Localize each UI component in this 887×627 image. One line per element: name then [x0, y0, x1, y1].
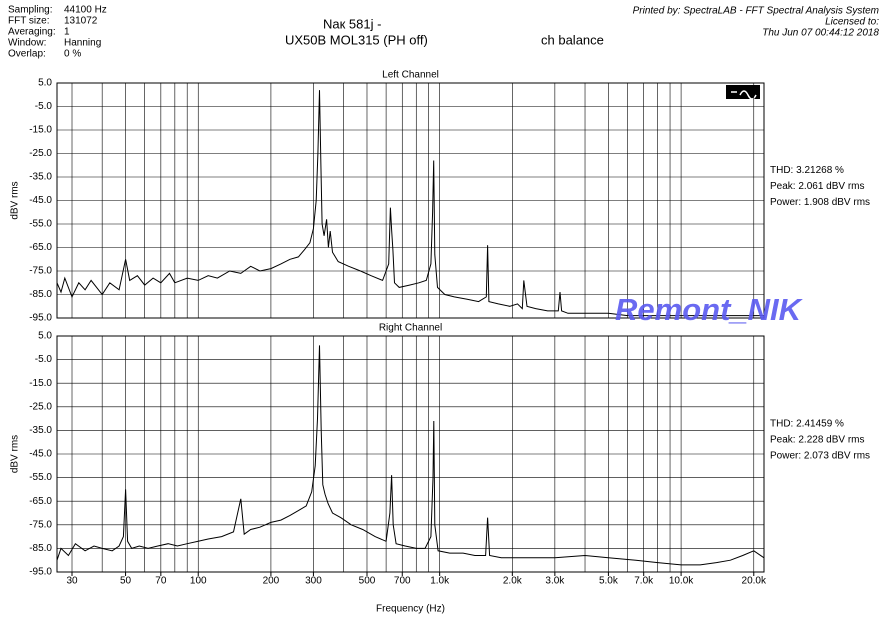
y-tick-label: -85.0: [29, 543, 52, 554]
info-label: Sampling:: [8, 5, 52, 16]
y-tick-label: -75.0: [29, 266, 52, 277]
info-label: Window:: [8, 38, 46, 49]
date: Thu Jun 07 00:44:12 2018: [762, 28, 879, 39]
x-tick-label: 30: [66, 576, 78, 587]
x-tick-label: 500: [359, 576, 376, 587]
y-axis-label: dBV rms: [10, 435, 21, 473]
stat-text: Power: 1.908 dBV rms: [770, 197, 870, 208]
spectrum-line: [56, 90, 764, 317]
x-tick-label: 3.0k: [545, 576, 565, 587]
x-tick-label: 20.0k: [742, 576, 767, 587]
y-tick-label: -85.0: [29, 289, 52, 300]
spectrum-line: [56, 345, 765, 566]
y-tick-label: -25.0: [29, 148, 52, 159]
stat-text: Peak: 2.228 dBV rms: [770, 435, 865, 446]
x-tick-label: 2.0k: [503, 576, 523, 587]
info-value: Hanning: [64, 38, 101, 49]
title-line: Nак 581j -: [323, 16, 381, 31]
info-label: FFT size:: [8, 16, 49, 27]
info-value: 131072: [64, 16, 98, 27]
x-tick-label: 200: [263, 576, 280, 587]
title-line: ch balance: [541, 32, 604, 47]
y-tick-label: -75.0: [29, 519, 52, 530]
x-tick-label: 70: [155, 576, 167, 587]
stat-text: Peak: 2.061 dBV rms: [770, 181, 865, 192]
y-tick-label: -5.0: [35, 354, 53, 365]
plot-frame: [56, 335, 765, 573]
y-tick-label: -55.0: [29, 219, 52, 230]
chart-title: Right Channel: [379, 323, 442, 334]
x-tick-label: 100: [190, 576, 207, 587]
x-tick-label: 1.0k: [430, 576, 450, 587]
y-tick-label: -95.0: [29, 313, 52, 324]
chart-title: Left Channel: [382, 70, 439, 81]
x-tick-label: 7.0k: [634, 576, 654, 587]
y-tick-label: -55.0: [29, 472, 52, 483]
y-tick-label: 5.0: [38, 78, 52, 89]
y-tick-label: -35.0: [29, 425, 52, 436]
y-tick-label: -45.0: [29, 449, 52, 460]
x-tick-label: 5.0k: [599, 576, 619, 587]
toolbar-icon: [726, 85, 760, 100]
y-tick-label: 5.0: [38, 331, 52, 342]
x-tick-label: 10.0k: [669, 576, 694, 587]
info-value: 1: [64, 27, 70, 38]
watermark: Remont_NIK: [615, 292, 804, 327]
x-tick-label: 700: [394, 576, 411, 587]
x-tick-label: 50: [120, 576, 132, 587]
y-tick-label: -95.0: [29, 567, 52, 578]
info-value: 0 %: [64, 49, 81, 60]
y-tick-label: -65.0: [29, 496, 52, 507]
info-label: Averaging:: [8, 27, 56, 38]
x-tick-label: 300: [305, 576, 322, 587]
y-tick-label: -5.0: [35, 101, 53, 112]
stat-text: THD: 2.41459 %: [770, 419, 844, 430]
info-value: 44100 Hz: [64, 5, 107, 16]
y-tick-label: -65.0: [29, 242, 52, 253]
stat-text: THD: 3.21268 %: [770, 165, 844, 176]
title-line: UX50B MOL315 (PH off): [285, 32, 428, 47]
y-tick-label: -45.0: [29, 195, 52, 206]
y-tick-label: -35.0: [29, 172, 52, 183]
y-axis-label: dBV rms: [10, 181, 21, 219]
x-axis-label: Frequency (Hz): [376, 604, 445, 615]
header: Nак 581j - UX50B MOL315 (PH off) ch bala…: [285, 6, 879, 48]
y-tick-label: -15.0: [29, 378, 52, 389]
plot-frame: [56, 82, 765, 319]
y-tick-label: -15.0: [29, 125, 52, 136]
info-label: Overlap:: [8, 49, 46, 60]
stat-text: Power: 2.073 dBV rms: [770, 451, 870, 462]
licensed: Licensed to:: [825, 17, 879, 28]
printed-by: Printed by: SpectraLAB - FFT Spectral An…: [633, 6, 879, 17]
y-tick-label: -25.0: [29, 401, 52, 412]
